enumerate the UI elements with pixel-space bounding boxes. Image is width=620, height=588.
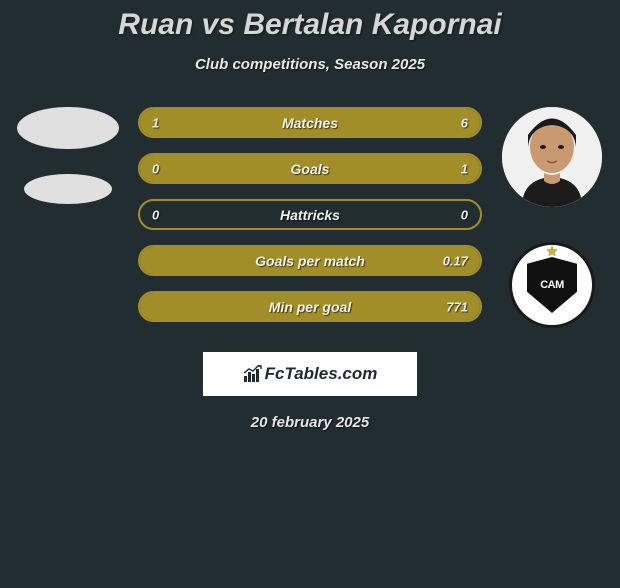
club-initials: CAM	[540, 279, 564, 291]
left-player-column	[8, 107, 128, 204]
stat-value-right: 0	[461, 207, 468, 222]
stat-row: 0 Hattricks 0	[138, 199, 482, 230]
brand-text: FcTables.com	[265, 364, 378, 384]
right-player-column: ★ CAM	[492, 107, 612, 328]
stat-label: Hattricks	[280, 207, 340, 223]
stat-value-left: 0	[152, 161, 159, 176]
stat-value-right: 0.17	[443, 253, 468, 268]
left-player-avatar-placeholder	[17, 107, 119, 149]
chart-icon	[243, 365, 263, 383]
stat-fill-left	[140, 109, 188, 136]
stat-value-right: 771	[446, 299, 468, 314]
stat-bars: 1 Matches 6 0 Goals 1 0 Hattricks 0 Goals per mat…	[128, 107, 492, 322]
brand-footer-box: FcTables.com	[203, 352, 417, 396]
stat-label: Goals per match	[255, 253, 365, 269]
stat-row: 1 Matches 6	[138, 107, 482, 138]
stat-row: Min per goal 771	[138, 291, 482, 322]
stats-area: 1 Matches 6 0 Goals 1 0 Hattricks 0 Goals per mat…	[0, 107, 620, 328]
footer-date: 20 february 2025	[0, 414, 620, 431]
stat-value-left: 0	[152, 207, 159, 222]
right-player-club-logo: ★ CAM	[509, 242, 595, 328]
subtitle: Club competitions, Season 2025	[0, 56, 620, 73]
stat-value-left: 1	[152, 115, 159, 130]
page-title: Ruan vs Bertalan Kapornai	[0, 8, 620, 42]
stat-label: Min per goal	[269, 299, 351, 315]
stat-row: 0 Goals 1	[138, 153, 482, 184]
stat-label: Matches	[282, 115, 338, 131]
right-player-avatar	[502, 107, 602, 207]
club-shield: CAM	[527, 257, 577, 313]
stat-label: Goals	[291, 161, 330, 177]
stat-value-right: 1	[461, 161, 468, 176]
stat-row: Goals per match 0.17	[138, 245, 482, 276]
stat-value-right: 6	[461, 115, 468, 130]
left-player-club-placeholder	[24, 174, 112, 204]
